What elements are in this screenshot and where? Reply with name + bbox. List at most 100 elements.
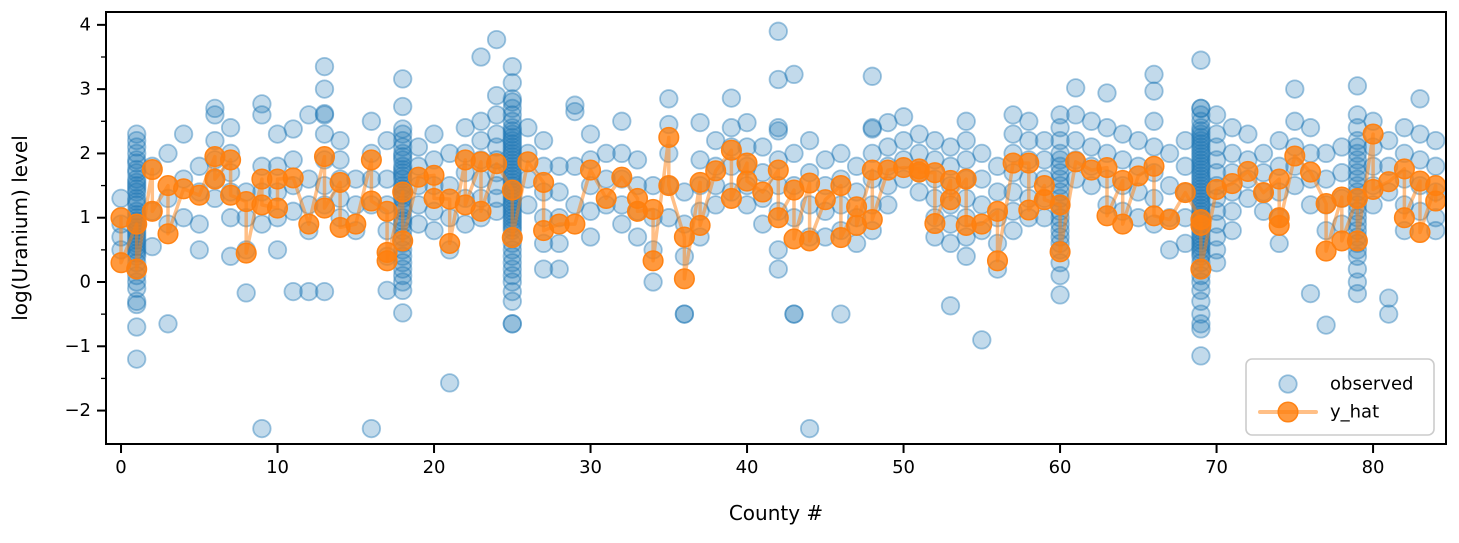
observed-point [314, 56, 335, 77]
observed-point [393, 69, 413, 89]
observed-point [1066, 130, 1086, 151]
observed-point [502, 143, 522, 164]
y-tick-label: 0 [80, 272, 91, 293]
observed-point [1191, 111, 1211, 131]
observed-point [659, 89, 679, 109]
observed-point [502, 253, 522, 273]
yhat-point [673, 268, 695, 290]
yhat-point [1190, 258, 1212, 280]
yhat-point [1096, 157, 1118, 179]
yhat-point [126, 258, 148, 280]
yhat-point [658, 126, 680, 148]
yhat-point [1378, 171, 1400, 193]
observed-point [1426, 156, 1446, 176]
observed-point [1206, 137, 1227, 157]
observed-point [158, 143, 178, 164]
observed-point [768, 69, 788, 90]
yhat-point [298, 213, 320, 235]
yhat-point [439, 232, 461, 254]
observed-point [1316, 315, 1336, 335]
observed-point [831, 143, 851, 164]
observed-point [1191, 280, 1211, 301]
observed-point [408, 214, 429, 234]
observed-point [1191, 118, 1211, 138]
observed-point [267, 124, 288, 144]
observed-point [1379, 288, 1399, 308]
observed-point [1347, 150, 1368, 170]
legend-observed-swatch [1278, 374, 1298, 394]
observed-point [815, 150, 835, 170]
observed-point [205, 105, 225, 125]
x-tick-label: 80 [1362, 457, 1385, 478]
observed-point [1050, 163, 1070, 183]
y-tick-label: 3 [80, 79, 91, 100]
yhat-point [1268, 214, 1290, 236]
observed-point [189, 156, 209, 176]
observed-point [189, 240, 209, 260]
y-tick-label: −1 [64, 336, 91, 357]
observed-point [1206, 105, 1227, 125]
yhat-point [658, 175, 680, 197]
observed-point [940, 137, 961, 157]
yhat-point [955, 168, 977, 190]
yhat-point [1393, 207, 1415, 229]
observed-point [1285, 111, 1305, 131]
yhat-point [986, 250, 1009, 272]
yhat-point [799, 230, 821, 252]
observed-point [1191, 291, 1211, 311]
observed-point [486, 105, 507, 125]
x-tick-label: 0 [115, 457, 126, 478]
yhat-point [392, 230, 414, 252]
observed-point [314, 105, 335, 125]
observed-point [361, 111, 382, 131]
yhat-point [689, 171, 711, 193]
observed-point [236, 283, 256, 303]
yhat-point [360, 190, 382, 212]
observed-point [502, 73, 522, 93]
y-axis-label: log(Uranium) level [8, 135, 32, 321]
observed-point [1191, 169, 1211, 189]
observed-point [940, 233, 961, 254]
observed-point [1191, 124, 1211, 144]
observed-point [127, 169, 147, 189]
observed-point [393, 146, 413, 167]
observed-point [502, 89, 522, 109]
yhat-point [986, 200, 1009, 222]
observed-point [127, 179, 147, 199]
observed-point [1191, 150, 1211, 170]
observed-point [127, 143, 147, 164]
observed-point [972, 143, 992, 164]
observed-point [1128, 130, 1148, 151]
yhat-point [282, 167, 304, 189]
x-tick-label: 60 [1049, 457, 1072, 478]
observed-point [1332, 137, 1352, 157]
yhat-point [1143, 155, 1165, 177]
observed-point [314, 103, 335, 124]
yhat-point [1112, 213, 1134, 235]
yhat-point [564, 213, 586, 235]
observed-point [721, 88, 742, 108]
observed-point [799, 130, 820, 151]
yhat-point [345, 213, 367, 235]
observed-point [393, 150, 413, 170]
legend-box [1245, 358, 1435, 436]
observed-point [1050, 143, 1070, 164]
observed-point [220, 208, 241, 228]
observed-point [580, 227, 601, 247]
observed-point [784, 304, 804, 324]
yhat-point [141, 200, 163, 222]
observed-point [127, 175, 147, 196]
y-tick-label: 2 [80, 143, 91, 164]
observed-point [502, 130, 522, 151]
observed-point [455, 118, 475, 138]
observed-point [393, 124, 413, 144]
observed-point [173, 124, 194, 144]
observed-point [627, 150, 648, 170]
yhat-point [1425, 190, 1447, 212]
observed-point [393, 303, 413, 323]
observed-point [862, 66, 882, 86]
observed-point [784, 304, 804, 324]
observed-point [768, 21, 788, 41]
observed-point [721, 118, 742, 138]
